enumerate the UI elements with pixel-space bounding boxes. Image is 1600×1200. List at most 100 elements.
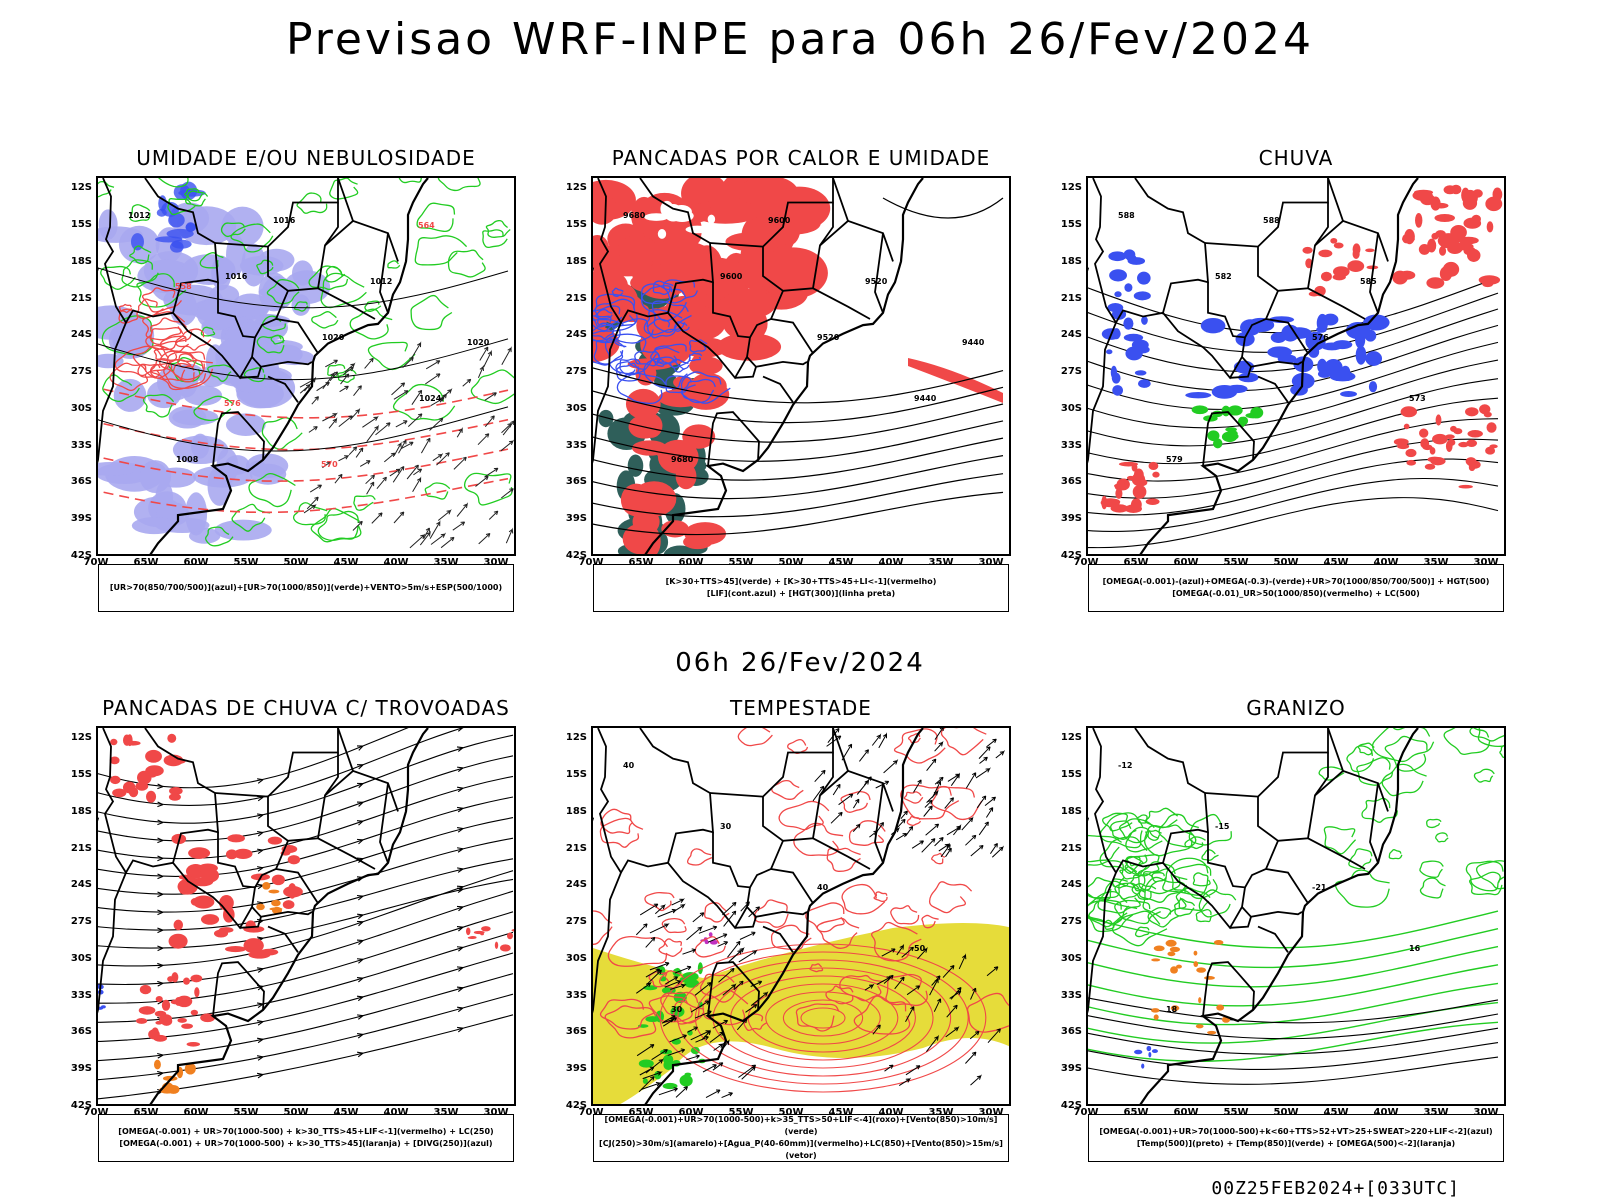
rain-field-red [1442, 261, 1460, 277]
wind-vector [978, 821, 989, 836]
rain-field-red [1486, 221, 1494, 233]
water-contour-red [648, 995, 693, 1023]
contour-label: 30 [671, 1005, 683, 1014]
omega-field-blue [1112, 328, 1121, 340]
wind-vector [718, 967, 735, 983]
omega-field-blue [1270, 332, 1287, 343]
streamline-arrow [257, 813, 264, 819]
wind-vector [664, 980, 681, 988]
contour-label: 1020 [322, 333, 345, 342]
longitude-tick-label: 45W [333, 1107, 359, 1118]
streamline-red [712, 967, 934, 1069]
wind-field-green [684, 978, 700, 988]
longitude-tick-label: 55W [1223, 557, 1249, 568]
convection-field-red [499, 944, 511, 952]
wind-vector [500, 439, 514, 452]
height-contour [593, 491, 1004, 536]
streamline-arrow [157, 819, 164, 826]
temp850-contour-green [1348, 848, 1373, 870]
humidity-contour-green [129, 204, 151, 222]
omega-field-blue [1322, 313, 1339, 326]
height-contour [1088, 324, 1499, 392]
rain-field-red [1145, 498, 1160, 505]
wind-vector [645, 1058, 664, 1074]
latitude-tick-label: 36S [565, 1026, 587, 1038]
humidity-contour-red [175, 328, 212, 351]
streamline [98, 728, 464, 806]
convection-field-red [506, 932, 514, 940]
wind-vector [484, 467, 499, 478]
humidity-contour-green [317, 510, 359, 541]
temp850-contour-green [1323, 826, 1357, 855]
political-border [1202, 961, 1255, 1017]
humidity-contour-green [387, 260, 401, 269]
temp850-contour-green [1473, 768, 1495, 783]
wind-vector [483, 349, 492, 368]
humidity-contour-red [109, 362, 149, 392]
political-border [832, 728, 849, 772]
convection-field-red [159, 1014, 173, 1024]
convection-field-red [465, 927, 471, 936]
convection-field-red [186, 1041, 201, 1047]
political-border [709, 728, 834, 798]
contour-label: 9600 [768, 216, 791, 225]
coastline [593, 728, 924, 1104]
streamline-arrow [357, 913, 364, 920]
rain-field-red [1135, 478, 1148, 487]
clear-patch [685, 225, 710, 234]
contour-label: 18 [1166, 1005, 1178, 1014]
temp850-contour-green [1088, 860, 1125, 899]
streamline [98, 973, 514, 1062]
longitude-tick-label: 30W [1473, 557, 1499, 568]
political-border [1250, 360, 1303, 368]
clear-patch [660, 200, 674, 217]
convection-field-red [173, 919, 184, 931]
latitude-tick-label: 33S [70, 989, 92, 1001]
rain-field-red [1412, 190, 1433, 201]
rain-field-red [1465, 407, 1479, 417]
latitude-tick-label: 24S [1060, 329, 1082, 341]
legend-box: [OMEGA(-0.001) + UR>70(1000-500) + k>30_… [98, 1114, 514, 1162]
water-contour-red [599, 817, 644, 848]
humidity-contour-green [447, 249, 486, 278]
contour-label: 9440 [962, 338, 985, 347]
water-contour-red [743, 1013, 768, 1032]
temp850-contour-green [1475, 860, 1504, 890]
convection-field-red [145, 749, 162, 763]
wind-vector [425, 373, 441, 385]
political-border [812, 837, 871, 870]
wind-vector [376, 476, 387, 490]
wind-vector [437, 509, 452, 521]
convection-field-red [139, 984, 152, 995]
temp850-contour-green [1088, 834, 1122, 863]
wind-vector [712, 1062, 724, 1071]
convection-field-red [473, 930, 485, 935]
wind-vector [429, 417, 444, 431]
longitude-tick-label: 55W [1223, 1107, 1249, 1118]
wind-vector [640, 1081, 662, 1090]
streamline [98, 931, 514, 1023]
humidity-field-blue [196, 297, 238, 331]
wind-vector [398, 439, 407, 454]
omega-field-orange [1198, 997, 1202, 1004]
political-border [762, 752, 834, 842]
wind-vector [654, 903, 666, 915]
temp500-contour [1088, 997, 1499, 1024]
political-border [267, 375, 299, 403]
wind-vector [913, 779, 922, 793]
legend-text: [LIF](cont.azul) + [HGT(300)](linha pret… [706, 589, 896, 598]
political-border [324, 219, 399, 262]
wind-vector [721, 1092, 733, 1099]
wind-vector [452, 521, 466, 531]
longitude-tick-label: 65W [628, 1107, 654, 1118]
temp850-contour-green [1088, 877, 1115, 900]
convection-field-red [167, 733, 177, 743]
political-border [1244, 290, 1279, 338]
wind-vector [896, 943, 905, 956]
humidity-contour-green [101, 315, 154, 356]
humidity-contour-green [98, 181, 115, 198]
wind-vector [690, 1029, 712, 1041]
latitude-axis: 12S 15S 18S 21S 24S 27S 30S 33S 36S 39S 42S [62, 726, 92, 1111]
political-border [260, 360, 313, 368]
wind-vector [975, 767, 991, 779]
